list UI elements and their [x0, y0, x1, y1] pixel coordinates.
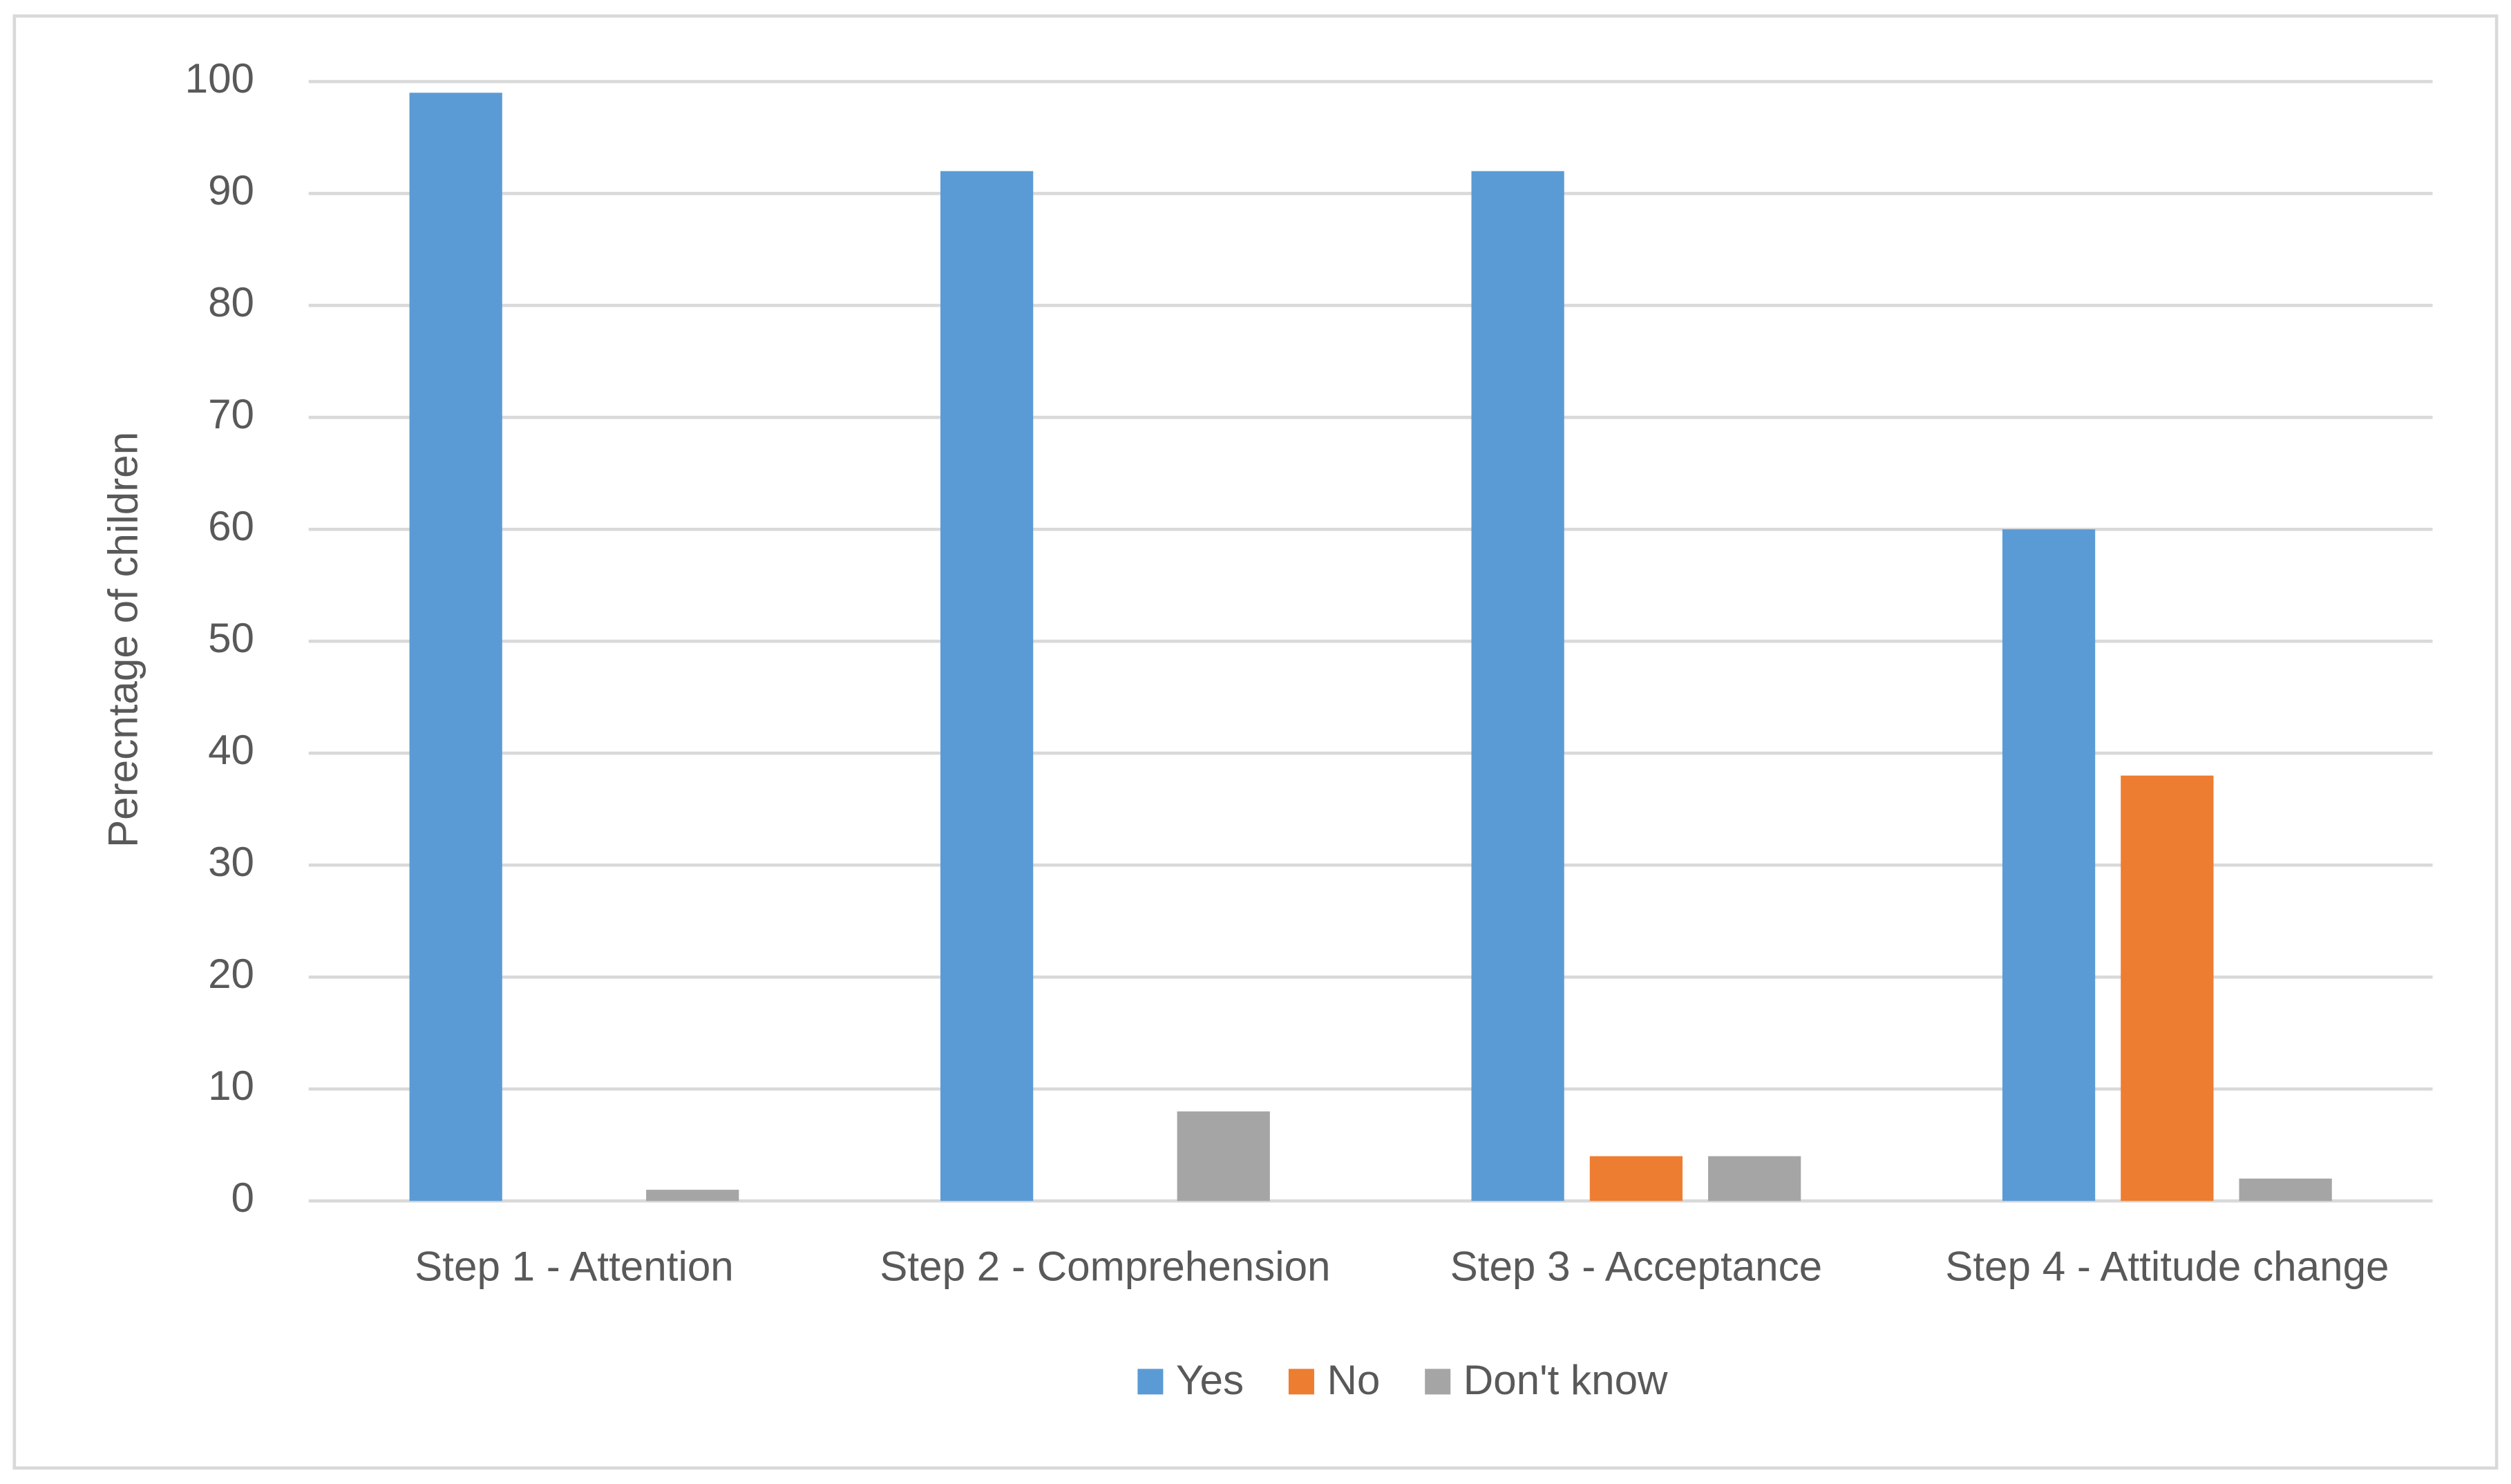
legend-swatch — [1425, 1369, 1451, 1395]
y-axis-label: Perecntage of children — [100, 432, 146, 848]
bar — [2239, 1178, 2332, 1201]
y-tick-label: 100 — [185, 55, 254, 102]
bar — [940, 171, 1034, 1201]
legend-swatch — [1288, 1369, 1314, 1395]
bar — [646, 1190, 739, 1201]
y-tick-label: 0 — [231, 1174, 254, 1221]
x-tick-label: Step 1 - Attention — [415, 1244, 734, 1290]
y-tick-label: 50 — [208, 615, 254, 661]
x-tick-label: Step 2 - Comprehension — [880, 1244, 1330, 1290]
y-tick-label: 10 — [208, 1063, 254, 1109]
y-tick-label: 90 — [208, 167, 254, 213]
legend-label: No — [1327, 1357, 1380, 1403]
x-tick-label: Step 4 - Attitude change — [1945, 1244, 2389, 1290]
y-tick-label: 80 — [208, 279, 254, 325]
legend-label: Don't know — [1463, 1357, 1668, 1403]
bar — [1589, 1156, 1683, 1201]
bar — [2002, 529, 2096, 1201]
legend-swatch — [1137, 1369, 1164, 1395]
bar — [2121, 775, 2214, 1201]
x-tick-label: Step 3 - Acceptance — [1450, 1244, 1823, 1290]
y-tick-label: 40 — [208, 727, 254, 773]
bar — [1471, 171, 1564, 1201]
legend-label: Yes — [1176, 1357, 1244, 1403]
bar — [1177, 1111, 1270, 1201]
y-tick-label: 20 — [208, 951, 254, 997]
y-tick-label: 60 — [208, 503, 254, 549]
bar — [1708, 1156, 1801, 1201]
bar — [409, 93, 502, 1201]
y-tick-label: 30 — [208, 839, 254, 885]
y-tick-label: 70 — [208, 391, 254, 437]
